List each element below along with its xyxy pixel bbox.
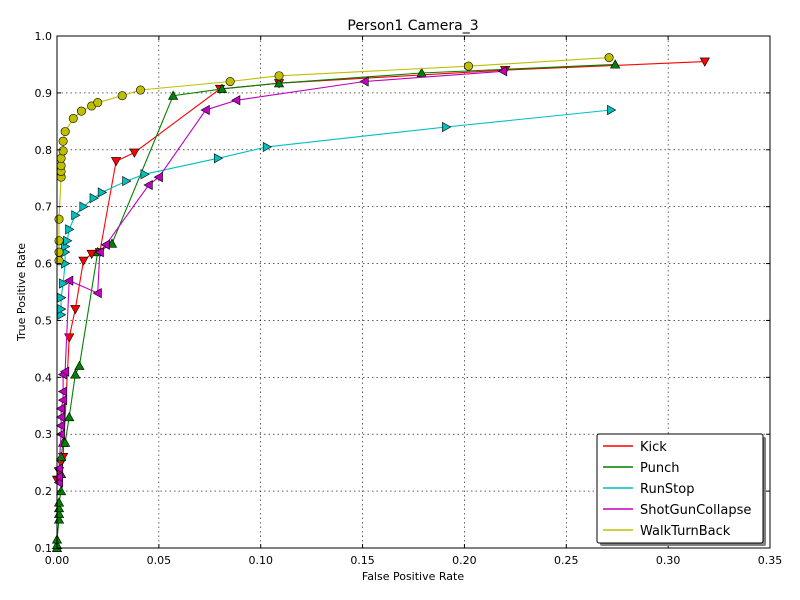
data-point xyxy=(79,201,89,212)
y-tick-label: 0.6 xyxy=(35,258,53,271)
data-point xyxy=(274,71,284,81)
data-point xyxy=(153,171,163,183)
data-point xyxy=(699,57,710,67)
x-tick-label: 0.30 xyxy=(656,554,681,567)
data-point xyxy=(55,451,67,461)
data-point xyxy=(60,437,71,447)
data-point xyxy=(55,403,66,414)
data-point xyxy=(65,224,75,235)
y-tick-label: 0.2 xyxy=(35,485,53,498)
y-tick-label: 0.7 xyxy=(35,201,53,214)
data-point xyxy=(54,214,64,224)
data-point xyxy=(416,67,427,77)
x-tick-label: 0.35 xyxy=(758,554,783,567)
data-point xyxy=(64,411,75,422)
legend-label: RunStop xyxy=(640,482,694,497)
x-tick-label: 0.15 xyxy=(350,554,375,567)
data-point xyxy=(89,193,99,204)
data-point xyxy=(213,153,224,164)
data-point xyxy=(100,239,110,250)
legend-item: Kick xyxy=(603,440,667,455)
y-tick-label: 0.3 xyxy=(35,428,53,441)
data-point xyxy=(97,187,108,198)
legend: Kick Punch RunStop ShotGunCollapse WalkTurnB… xyxy=(596,433,766,546)
data-point xyxy=(53,471,64,482)
data-point xyxy=(607,104,617,116)
x-tick-label: 0.25 xyxy=(554,554,579,567)
y-tick-label: 0.5 xyxy=(35,314,53,327)
x-tick-label: 0.00 xyxy=(45,554,70,567)
data-point xyxy=(604,53,614,63)
data-point xyxy=(225,77,235,87)
y-tick-label: 0.1 xyxy=(35,542,53,555)
data-point xyxy=(143,179,153,191)
data-point xyxy=(136,85,146,95)
x-tick-label: 0.05 xyxy=(147,554,172,567)
data-point xyxy=(55,412,66,423)
data-point xyxy=(59,366,70,377)
data-point xyxy=(57,394,68,406)
ticks: 0.00 0.05 0.10 0.15 0.20 0.25 0.30 0.35 0.1 0.2 0.… xyxy=(35,30,783,567)
data-point xyxy=(273,78,285,88)
x-axis-title: False Positive Rate xyxy=(362,570,464,583)
data-point xyxy=(231,95,241,106)
data-point xyxy=(56,153,66,163)
data-point xyxy=(55,420,66,431)
legend-item: WalkTurnBack xyxy=(603,524,731,539)
data-point xyxy=(110,157,122,167)
data-point xyxy=(58,136,68,146)
legend-item: RunStop xyxy=(603,482,694,497)
data-point xyxy=(53,463,64,474)
data-point xyxy=(68,113,78,123)
data-point xyxy=(129,148,140,158)
y-tick-label: 0.9 xyxy=(35,87,53,100)
y-tick-label: 0.4 xyxy=(35,371,53,384)
x-tick-label: 0.20 xyxy=(452,554,477,567)
data-point xyxy=(117,91,127,101)
data-point xyxy=(64,275,74,286)
data-point xyxy=(94,247,104,258)
data-point xyxy=(78,256,89,266)
data-point xyxy=(359,76,369,87)
x-tick-label: 0.10 xyxy=(248,554,273,567)
legend-label: Punch xyxy=(640,461,679,476)
data-point xyxy=(54,236,64,246)
legend-item: ShotGunCollapse xyxy=(603,503,751,518)
data-point xyxy=(122,175,132,187)
data-point xyxy=(60,127,70,137)
legend-box xyxy=(596,433,764,544)
data-point xyxy=(76,106,86,116)
data-point xyxy=(140,169,150,180)
legend-label: WalkTurnBack xyxy=(640,524,731,539)
data-point xyxy=(71,210,81,221)
data-point xyxy=(74,360,85,370)
data-point xyxy=(497,66,508,77)
plot-frame xyxy=(56,35,771,549)
data-point xyxy=(262,141,273,153)
data-point xyxy=(70,305,81,315)
data-point xyxy=(58,146,68,156)
data-point xyxy=(92,288,102,299)
legend-item: Punch xyxy=(603,461,679,476)
legend-label: Kick xyxy=(640,440,667,455)
data-point xyxy=(216,83,228,93)
data-point xyxy=(57,386,68,397)
y-tick-label: 1.0 xyxy=(35,30,53,43)
series-shotguncollapse xyxy=(53,66,508,488)
y-axis-title: True Positive Rate xyxy=(15,243,28,342)
series-layer xyxy=(51,53,710,552)
data-point xyxy=(93,98,103,108)
legend-label: ShotGunCollapse xyxy=(640,503,751,518)
data-point xyxy=(442,121,452,133)
chart-title: Person1 Camera_3 xyxy=(347,18,478,34)
data-point xyxy=(610,59,621,69)
data-point xyxy=(200,104,210,116)
data-point xyxy=(168,90,179,100)
data-point xyxy=(70,369,81,379)
data-point xyxy=(54,247,64,257)
data-point xyxy=(59,278,69,289)
data-point xyxy=(464,61,474,71)
y-tick-label: 0.8 xyxy=(35,144,53,157)
